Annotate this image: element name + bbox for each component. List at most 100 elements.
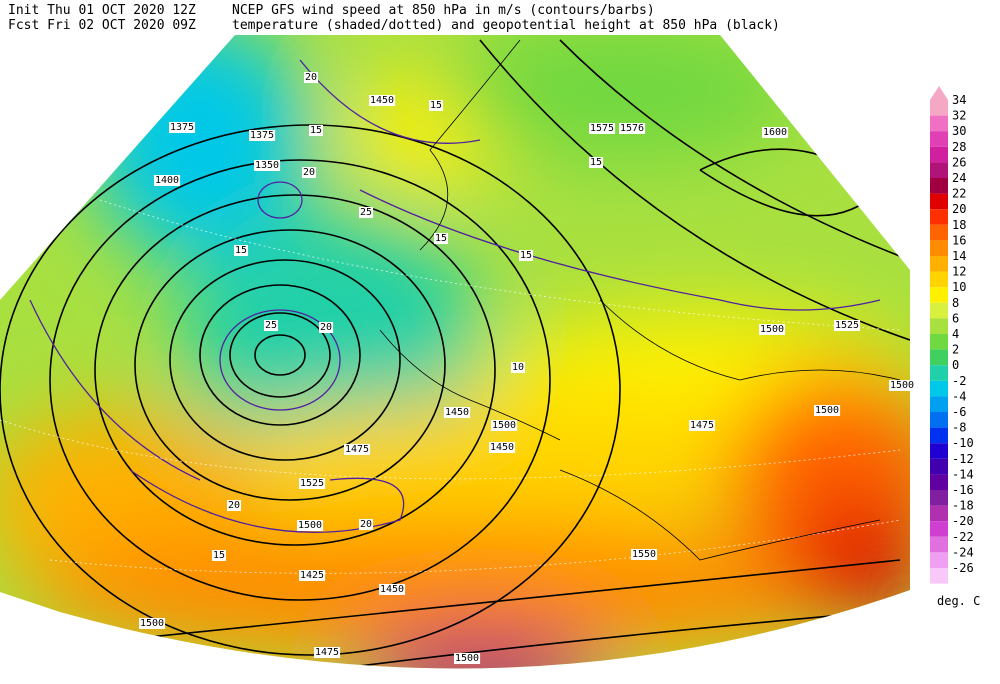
contour-label: 1550	[632, 549, 656, 560]
colorbar-swatch	[930, 131, 948, 147]
title-line2: temperature (shaded/dotted) and geopoten…	[232, 18, 780, 33]
contour-label-box	[344, 444, 371, 455]
colorbar-swatch	[930, 240, 948, 256]
contour-label-box	[299, 478, 326, 489]
colorbar-swatch	[930, 349, 948, 366]
contour-label-box	[759, 324, 786, 335]
contour-label: 1375	[250, 130, 274, 141]
contour-label-box	[302, 167, 317, 178]
contour-label-box	[299, 570, 326, 581]
colorbar-label: -20	[952, 514, 974, 528]
contour-label: 25	[360, 207, 372, 218]
contour-label: 1450	[380, 584, 404, 595]
colorbar-swatch	[930, 302, 948, 319]
fcst-text: Fcst Fri 02 OCT 2020 09Z	[8, 18, 196, 33]
contour-label: 1575	[590, 123, 614, 134]
contour-label-box	[227, 500, 242, 511]
colorbar-swatch	[930, 115, 948, 132]
colorbar-label: -24	[952, 545, 974, 559]
contour-label-box	[304, 72, 319, 83]
colorbar-swatch	[930, 287, 948, 303]
colorbar-swatch	[930, 474, 948, 490]
colorbar-label: 10	[952, 280, 966, 294]
contour-label: 15	[590, 157, 602, 168]
contour-label: 15	[430, 100, 442, 111]
contour-label: 15	[213, 550, 225, 561]
contour-label: 1600	[763, 127, 787, 138]
contour-label-box	[889, 380, 916, 391]
colorbar-label: 32	[952, 109, 966, 123]
colorbar: 3432302826242220181614121086420-2-4-6-8-…	[930, 86, 974, 584]
colorbar-swatch	[930, 412, 948, 428]
contour-label: 1525	[300, 478, 324, 489]
colorbar-swatch	[930, 505, 948, 522]
colorbar-swatch	[930, 100, 948, 116]
colorbar-label: 2	[952, 343, 959, 357]
contour-label-box	[379, 584, 406, 595]
colorbar-label: 26	[952, 155, 966, 169]
colorbar-swatch	[930, 427, 948, 444]
colorbar-label: 6	[952, 311, 959, 325]
colorbar-swatch	[930, 521, 948, 537]
contour-label-box	[589, 123, 616, 134]
colorbar-swatch	[930, 178, 948, 194]
contour-label: 1500	[492, 420, 516, 431]
contour-label: 1375	[170, 122, 194, 133]
contour-label: 1500	[298, 520, 322, 531]
contour-label-box	[491, 420, 518, 431]
colorbar-unit: deg. C	[937, 594, 980, 608]
colorbar-swatch	[930, 146, 948, 163]
contour-label-box	[689, 420, 716, 431]
contour-label: 1450	[490, 442, 514, 453]
contour-label: 15	[435, 233, 447, 244]
contour-label-box	[631, 549, 658, 560]
colorbar-swatch	[930, 162, 948, 178]
contour-label-box	[139, 618, 166, 629]
contour-label: 1500	[760, 324, 784, 335]
colorbar-swatch	[930, 490, 948, 506]
contour-label-box	[619, 123, 646, 134]
contour-label: 20	[360, 519, 372, 530]
contour-label-box	[169, 122, 196, 133]
contour-label-box	[434, 233, 449, 244]
contour-label: 1500	[140, 618, 164, 629]
colorbar-label: 8	[952, 296, 959, 310]
contour-label: 15	[520, 250, 532, 261]
colorbar-swatch	[930, 552, 948, 568]
colorbar-swatch	[930, 536, 948, 553]
colorbar-label: -18	[952, 499, 974, 513]
contour-label-box	[454, 653, 481, 664]
wind-contours	[29, 59, 881, 533]
contour-label-box	[511, 362, 526, 373]
contour-label-box	[264, 320, 279, 331]
contour-label: 25	[265, 320, 277, 331]
colorbar-label: 24	[952, 171, 966, 185]
colorbar-swatch	[930, 256, 948, 272]
colorbar-label: -12	[952, 452, 974, 466]
colorbar-label: 30	[952, 124, 966, 138]
contour-label-box	[489, 442, 516, 453]
contour-label-box	[814, 405, 841, 416]
colorbar-swatch	[930, 318, 948, 334]
colorbar-label: -26	[952, 561, 974, 575]
colorbar-label: 18	[952, 218, 966, 232]
contour-label: 15	[310, 125, 322, 136]
contour-label: 1450	[445, 407, 469, 418]
contour-label: 1500	[815, 405, 839, 416]
contour-label: 1500	[455, 653, 479, 664]
contour-label-box	[369, 95, 396, 106]
contour-label: 1500	[890, 380, 914, 391]
contour-label: 1350	[255, 160, 279, 171]
contour-label: 20	[320, 322, 332, 333]
contour-label-box	[254, 160, 281, 171]
contour-label: 1425	[300, 570, 324, 581]
colorbar-label: -14	[952, 467, 974, 481]
contour-labels: 1375 1375 1350 1400 1450 1575 1576 1600 15 20 15 20…	[139, 72, 916, 664]
colorbar-swatch	[930, 224, 948, 241]
colorbar-swatch	[930, 396, 948, 412]
contour-label: 1475	[690, 420, 714, 431]
colorbar-swatch	[930, 365, 948, 381]
contour-label: 20	[228, 500, 240, 511]
colorbar-label: -10	[952, 436, 974, 450]
colorbar-label: -22	[952, 530, 974, 544]
